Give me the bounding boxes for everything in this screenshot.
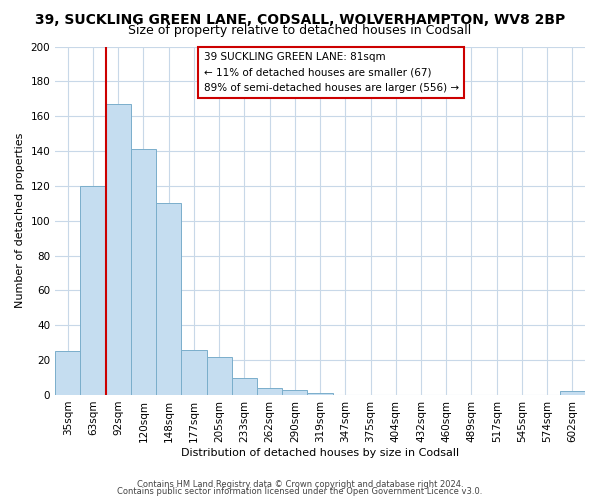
Bar bbox=[181, 350, 206, 395]
Text: 39, SUCKLING GREEN LANE, CODSALL, WOLVERHAMPTON, WV8 2BP: 39, SUCKLING GREEN LANE, CODSALL, WOLVER… bbox=[35, 12, 565, 26]
Text: 39 SUCKLING GREEN LANE: 81sqm
← 11% of detached houses are smaller (67)
89% of s: 39 SUCKLING GREEN LANE: 81sqm ← 11% of d… bbox=[203, 52, 458, 93]
Bar bbox=[257, 388, 282, 395]
Bar bbox=[80, 186, 106, 395]
X-axis label: Distribution of detached houses by size in Codsall: Distribution of detached houses by size … bbox=[181, 448, 459, 458]
Bar bbox=[307, 393, 332, 395]
Bar bbox=[156, 204, 181, 395]
Bar bbox=[55, 352, 80, 395]
Text: Contains public sector information licensed under the Open Government Licence v3: Contains public sector information licen… bbox=[118, 488, 482, 496]
Text: Size of property relative to detached houses in Codsall: Size of property relative to detached ho… bbox=[128, 24, 472, 37]
Bar bbox=[106, 104, 131, 395]
Bar bbox=[131, 150, 156, 395]
Y-axis label: Number of detached properties: Number of detached properties bbox=[15, 133, 25, 308]
Text: Contains HM Land Registry data © Crown copyright and database right 2024.: Contains HM Land Registry data © Crown c… bbox=[137, 480, 463, 489]
Bar bbox=[206, 356, 232, 395]
Bar bbox=[282, 390, 307, 395]
Bar bbox=[560, 392, 585, 395]
Bar bbox=[232, 378, 257, 395]
